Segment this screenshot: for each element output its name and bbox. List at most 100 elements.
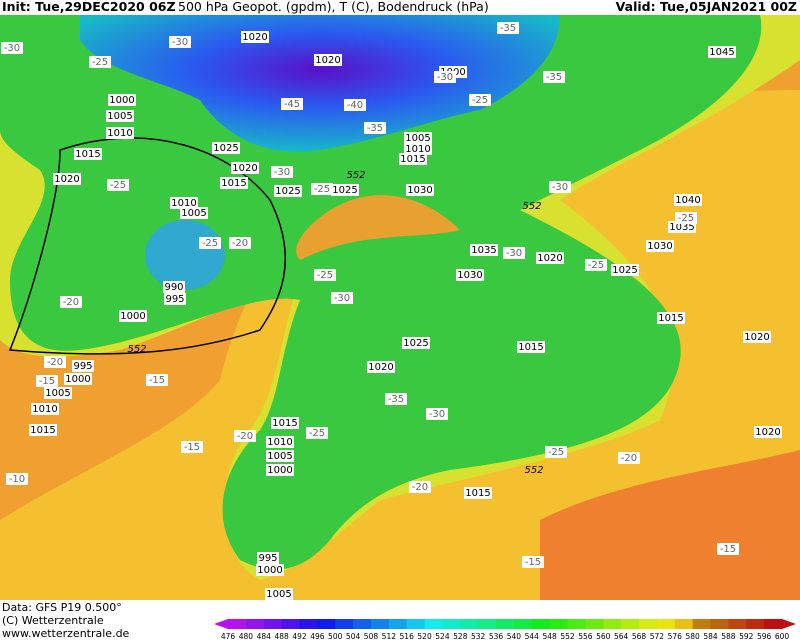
isobar-label: 1015	[399, 153, 427, 165]
label-text: 1040	[675, 195, 700, 206]
isobar-label: 1000	[266, 464, 294, 476]
label-box	[404, 132, 432, 144]
label-box	[266, 436, 294, 448]
colorbar-tick-label: 520	[417, 632, 432, 641]
label-text: 1000	[257, 565, 282, 576]
temperature-label: -25	[89, 56, 111, 68]
colorbar-band	[639, 619, 658, 629]
isobar-label: 1005	[106, 110, 134, 122]
colorbar-tick-label: 560	[596, 632, 611, 641]
colorbar-band	[299, 619, 318, 629]
temperature-label: -35	[497, 22, 519, 34]
label-text: 1030	[457, 270, 482, 281]
colorbar-tick-label: 484	[257, 632, 272, 641]
colorbar-tick-label: 572	[650, 632, 665, 641]
label-text: -20	[47, 357, 63, 368]
label-box	[406, 184, 434, 196]
temperature-label: -40	[344, 99, 366, 111]
isobar-label: 1020	[314, 54, 342, 66]
label-text: -30	[4, 43, 20, 54]
contour-label: 552	[524, 465, 543, 476]
colorbar-tick-label: 536	[489, 632, 504, 641]
colorbar-band	[496, 619, 515, 629]
isobar-label: 1025	[331, 184, 359, 196]
isobar-label: 1020	[743, 331, 771, 343]
label-text: -25	[678, 213, 694, 224]
label-box	[89, 56, 111, 68]
colorbar-tick-label: 556	[578, 632, 593, 641]
colorbar-tick-label: 588	[721, 632, 736, 641]
colorbar-band	[335, 619, 354, 629]
isobar-label: 995	[164, 293, 186, 305]
label-text: -25	[314, 184, 330, 195]
colorbar-band	[728, 619, 747, 629]
warm-core	[540, 450, 800, 600]
label-text: -25	[110, 180, 126, 191]
label-text: 1015	[272, 418, 297, 429]
label-box	[44, 356, 66, 368]
init-time: Init: Tue,29DEC2020 06Z	[2, 0, 176, 14]
label-text: 1020	[537, 253, 562, 264]
label-text: 1000	[120, 311, 145, 322]
temperature-label: -15	[522, 556, 544, 568]
isobar-label: 1030	[406, 184, 434, 196]
label-text: 1020	[755, 427, 780, 438]
label-text: 1010	[405, 144, 430, 155]
label-box	[53, 173, 81, 185]
cold-core	[80, 15, 560, 152]
temperature-label: -25	[469, 94, 491, 106]
label-text: 1010	[171, 198, 196, 209]
label-box	[399, 153, 427, 165]
label-text: -20	[412, 482, 428, 493]
label-box	[241, 31, 269, 43]
isobar-label: 1000	[108, 94, 136, 106]
label-text: 1010	[267, 437, 292, 448]
isobar-label: 1035	[470, 244, 498, 256]
label-box	[220, 177, 248, 189]
contour-label: 552	[346, 170, 365, 181]
colorbar-tick-label: 516	[400, 632, 415, 641]
label-box	[503, 247, 525, 259]
label-text: -30	[437, 72, 453, 83]
colorbar: 476 480 484 488 492 496 500 504 508 512 516 520 524 5…	[214, 619, 796, 641]
label-text: -25	[472, 95, 488, 106]
label-box	[497, 22, 519, 34]
colorbar-tick-label: 540	[507, 632, 522, 641]
label-box	[331, 292, 353, 304]
label-box	[44, 387, 72, 399]
temperature-label: -35	[385, 393, 407, 405]
isobar-label: 1015	[29, 424, 57, 436]
label-box	[517, 341, 545, 353]
isobar-label: 990	[163, 281, 185, 293]
label-text: 1035	[471, 245, 496, 256]
isobar-label: 1020	[53, 173, 81, 185]
colorbar-tick-label: 528	[453, 632, 468, 641]
colorbar-tick-label: 480	[239, 632, 254, 641]
label-box	[464, 487, 492, 499]
label-box	[107, 179, 129, 191]
colorbar-tick-label: 576	[668, 632, 683, 641]
label-text: -20	[232, 238, 248, 249]
label-box	[402, 337, 430, 349]
label-box	[543, 71, 565, 83]
temperature-label: -10	[6, 473, 28, 485]
colorbar-band	[692, 619, 712, 629]
label-text: -20	[237, 431, 253, 442]
label-box	[106, 127, 134, 139]
label-box	[743, 331, 771, 343]
isobar-label: 1005	[44, 387, 72, 399]
temperature-label: -25	[675, 212, 697, 224]
colorbar-band	[710, 619, 729, 629]
isobar-label: 1020	[241, 31, 269, 43]
isobar-label: 1005	[265, 588, 293, 600]
temperature-label: -35	[364, 122, 386, 134]
isobar-label: 1015	[657, 312, 685, 324]
isobar-label: 1025	[212, 142, 240, 154]
label-text: 1015	[221, 178, 246, 189]
temperature-label: -20	[234, 430, 256, 442]
isobar-label: 1000	[64, 373, 92, 385]
isobar-label: 1020	[367, 361, 395, 373]
label-text: 1020	[744, 332, 769, 343]
label-box	[404, 143, 432, 155]
